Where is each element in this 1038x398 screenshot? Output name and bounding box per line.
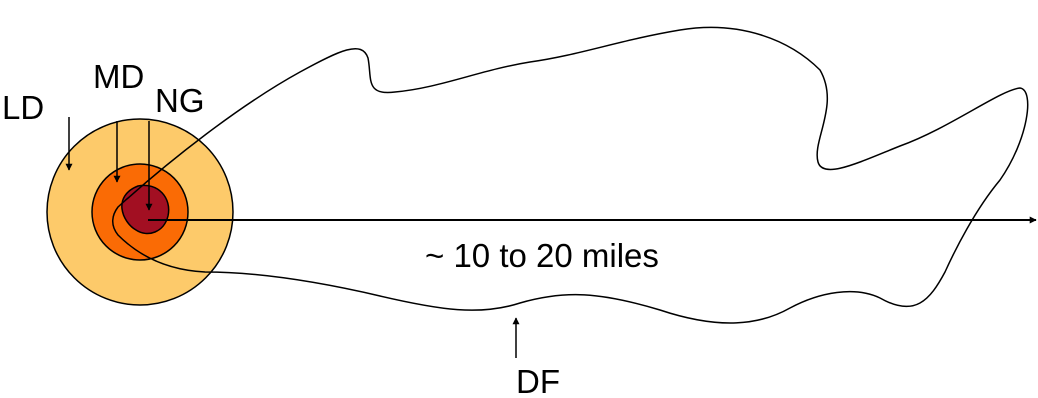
md-label: MD: [93, 58, 144, 95]
fallout-plume-outline: [112, 26, 1029, 324]
distance-label: ~ 10 to 20 miles: [425, 237, 659, 274]
ng-label: NG: [155, 82, 205, 119]
ld-label: LD: [2, 89, 44, 126]
no-go-zone: [121, 184, 170, 235]
df-label: DF: [516, 363, 560, 398]
